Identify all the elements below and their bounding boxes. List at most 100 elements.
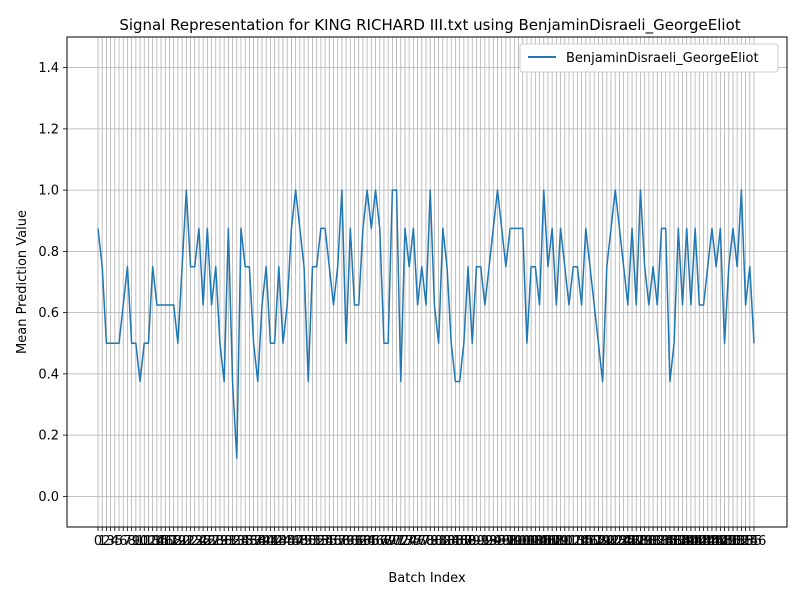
x-tick-label: 62: [350, 534, 367, 549]
x-tick-label: 138: [666, 534, 691, 549]
x-tick-label: 144: [691, 534, 716, 549]
y-tick-label: 1.2: [38, 122, 59, 137]
x-tick-label: 72: [392, 534, 409, 549]
x-tick-label: 94: [485, 534, 502, 549]
x-tick-label: 64: [359, 534, 376, 549]
x-tick-label: 40: [258, 534, 275, 549]
x-tick-label: 152: [725, 534, 750, 549]
x-tick-label: 5: [115, 534, 123, 549]
x-tick-label: 4: [111, 534, 119, 549]
series-line: [97, 189, 755, 459]
x-tick-label: 46: [283, 534, 300, 549]
legend: BenjaminDisraeli_GeorgeEliot: [519, 43, 779, 73]
x-tick-label: 118: [582, 534, 607, 549]
x-tick-label: 154: [733, 534, 758, 549]
x-tick-label: 92: [477, 534, 494, 549]
x-tick-label: 140: [674, 534, 699, 549]
x-tick-label: 20: [174, 534, 191, 549]
x-tick-label: 129: [628, 534, 653, 549]
x-tick-label: 37: [245, 534, 262, 549]
x-tick-label: 49: [296, 534, 313, 549]
x-tick-label: 33: [228, 534, 245, 549]
x-tick-label: 135: [653, 534, 678, 549]
x-tick-label: 97: [498, 534, 515, 549]
x-tick-label: 13: [144, 534, 161, 549]
x-tick-label: 85: [447, 534, 464, 549]
x-tick-label: 120: [590, 534, 615, 549]
x-tick-label: 127: [620, 534, 645, 549]
x-tick-label: 109: [544, 534, 569, 549]
plot-frame: [66, 36, 788, 528]
x-tick-label: 80: [426, 534, 443, 549]
x-tick-label: 151: [721, 534, 746, 549]
x-tick-label: 47: [287, 534, 304, 549]
x-tick-label: 52: [308, 534, 325, 549]
x-tick-label: 38: [250, 534, 267, 549]
x-tick-label: 101: [510, 534, 535, 549]
x-tick-label: 121: [594, 534, 619, 549]
y-tick-label: 0.0: [38, 490, 59, 505]
x-tick-label: 2: [102, 534, 110, 549]
x-tick-label: 43: [271, 534, 288, 549]
x-tick-label: 76: [409, 534, 426, 549]
x-tick-label: 83: [439, 534, 456, 549]
x-tick-label: 96: [493, 534, 510, 549]
x-tick-label: 73: [397, 534, 414, 549]
x-tick-label: 56: [325, 534, 342, 549]
x-tick-label: 117: [578, 534, 603, 549]
x-tick-label: 15: [153, 534, 170, 549]
x-tick-label: 14: [149, 534, 166, 549]
x-tick-label: 116: [573, 534, 598, 549]
x-tick-label: 150: [716, 534, 741, 549]
x-tick-label: 113: [561, 534, 586, 549]
x-tick-label: 146: [700, 534, 725, 549]
x-tick-label: 53: [313, 534, 330, 549]
x-tick-label: 75: [405, 534, 422, 549]
x-tick-label: 11: [136, 534, 153, 549]
x-tick-label: 145: [695, 534, 720, 549]
x-tick-label: 67: [371, 534, 388, 549]
x-tick-label: 25: [195, 534, 212, 549]
x-tick-label: 71: [388, 534, 405, 549]
x-tick-label: 137: [662, 534, 687, 549]
x-tick-label: 119: [586, 534, 611, 549]
x-tick-label: 74: [401, 534, 418, 549]
x-tick-label: 77: [414, 534, 431, 549]
x-tick-label: 98: [502, 534, 519, 549]
x-tick-label: 12: [140, 534, 157, 549]
x-tick-label: 91: [472, 534, 489, 549]
x-tick-label: 69: [380, 534, 397, 549]
chart-title: Signal Representation for KING RICHARD I…: [119, 16, 740, 35]
x-tick-label: 88: [460, 534, 477, 549]
x-tick-label: 45: [279, 534, 296, 549]
x-tick-label: 111: [552, 534, 577, 549]
x-tick-label: 132: [641, 534, 666, 549]
y-tick-label: 1.4: [38, 61, 59, 76]
x-tick-label: 155: [737, 534, 762, 549]
x-tick-label: 133: [645, 534, 670, 549]
x-tick-label: 124: [607, 534, 632, 549]
x-tick-label: 36: [241, 534, 258, 549]
x-tick-label: 48: [292, 534, 309, 549]
x-gridlines: [97, 37, 755, 527]
x-tick-label: 50: [300, 534, 317, 549]
x-tick-label: 35: [237, 534, 254, 549]
x-tick-label: 86: [451, 534, 468, 549]
x-tick-label: 153: [729, 534, 754, 549]
x-tick-label: 8: [128, 534, 136, 549]
y-axis-label: Mean Prediction Value: [15, 210, 30, 354]
x-tick-label: 65: [363, 534, 380, 549]
x-tick-label: 156: [742, 534, 767, 549]
x-tick-label: 21: [178, 534, 195, 549]
x-tick-label: 66: [367, 534, 384, 549]
x-tick-label: 63: [355, 534, 372, 549]
x-tick-label: 114: [565, 534, 590, 549]
x-tick-label: 44: [275, 534, 292, 549]
x-tick-label: 17: [161, 534, 178, 549]
x-tick-label: 102: [515, 534, 540, 549]
x-tick-label: 143: [687, 534, 712, 549]
x-tick-label: 90: [468, 534, 485, 549]
x-tick-label: 89: [464, 534, 481, 549]
x-tick-label: 149: [712, 534, 737, 549]
x-tick-label: 93: [481, 534, 498, 549]
